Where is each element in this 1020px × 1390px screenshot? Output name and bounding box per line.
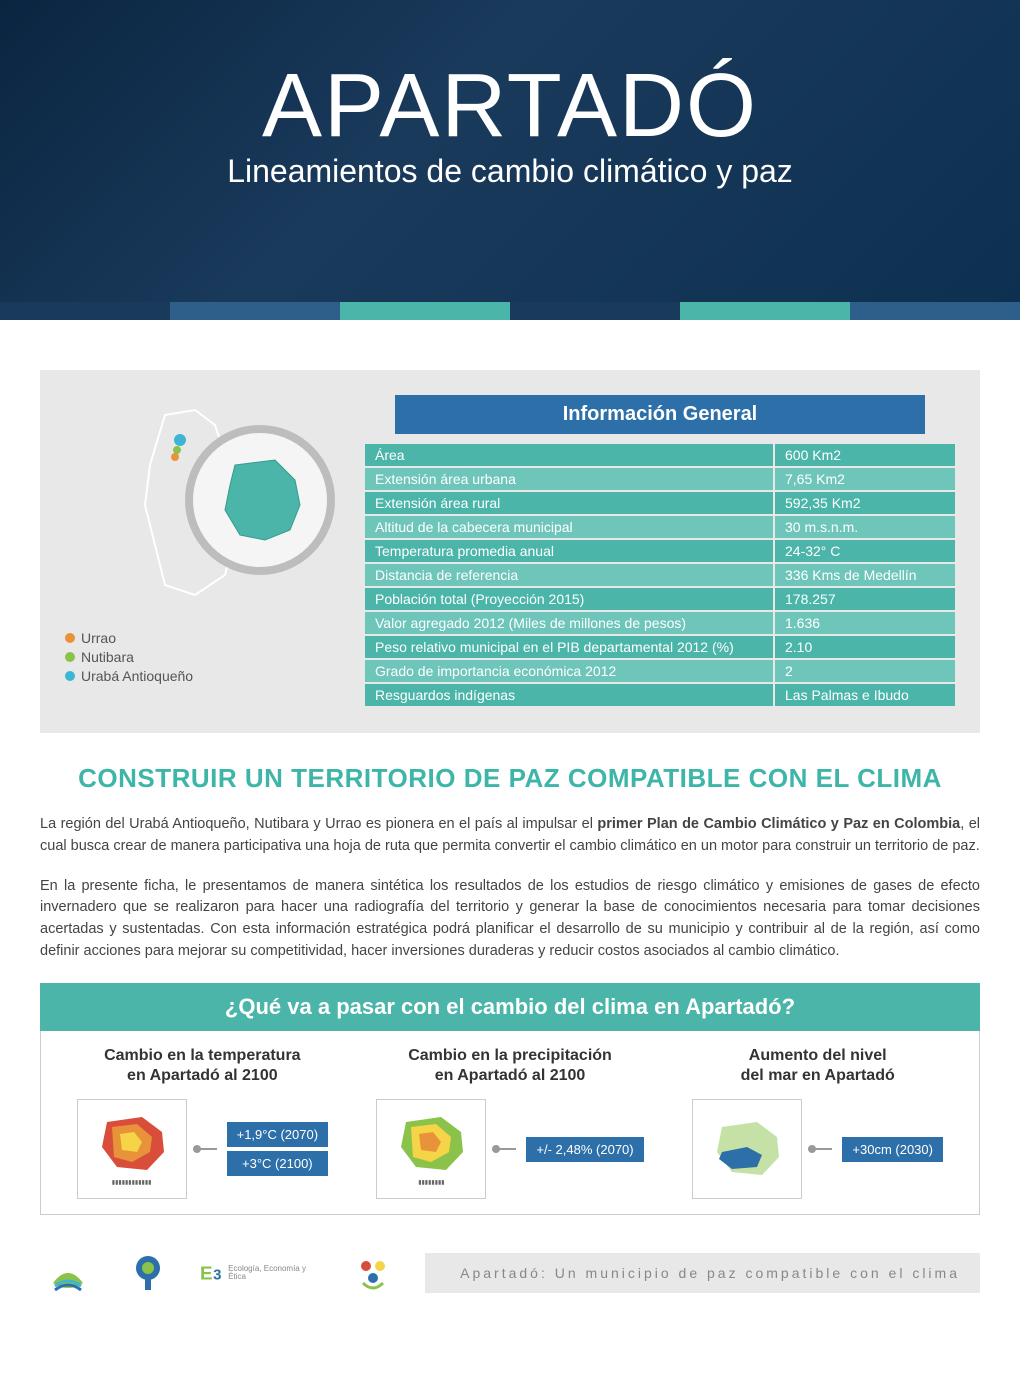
connector-icon [496, 1148, 516, 1150]
legend-item: Urrao [65, 630, 345, 646]
card-title: Cambio en la precipitaciónen Apartadó al… [364, 1046, 657, 1088]
table-label: Distancia de referencia [365, 564, 773, 586]
table-label: Resguardos indígenas [365, 684, 773, 706]
table-label: Población total (Proyección 2015) [365, 588, 773, 610]
info-table-title: Información General [395, 395, 925, 434]
legend-label: Urrao [81, 630, 116, 646]
precipitation-map-icon: ▮▮▮▮▮▮▮▮ [376, 1099, 486, 1199]
svg-text:E: E [200, 1262, 213, 1283]
logo-corpouraba-icon [120, 1245, 175, 1300]
table-label: Extensión área urbana [365, 468, 773, 490]
table-value: Las Palmas e Ibudo [775, 684, 955, 706]
table-value: 178.257 [775, 588, 955, 610]
info-table: Información General Área600 Km2Extensión… [365, 395, 955, 708]
legend-label: Urabá Antioqueño [81, 668, 193, 684]
table-label: Peso relativo municipal en el PIB depart… [365, 636, 773, 658]
question-bar: ¿Qué va a pasar con el cambio del clima … [40, 983, 980, 1031]
table-label: Valor agregado 2012 (Miles de millones d… [365, 612, 773, 634]
main-heading: CONSTRUIR UN TERRITORIO DE PAZ COMPATIBL… [40, 763, 980, 794]
sealevel-map-icon [692, 1099, 802, 1199]
body-paragraph: La región del Urabá Antioqueño, Nutibara… [40, 814, 980, 858]
logo-e3-icon: E3 Ecología, Economía y Ética [200, 1245, 320, 1300]
color-band [0, 302, 1020, 320]
table-row: Población total (Proyección 2015)178.257 [365, 588, 955, 610]
logo-uraba-icon [40, 1245, 95, 1300]
footer: E3 Ecología, Economía y Ética Apartadó: … [40, 1245, 980, 1300]
connector-icon [197, 1148, 217, 1150]
table-value: 1.636 [775, 612, 955, 634]
table-value: 2.10 [775, 636, 955, 658]
legend-label: Nutibara [81, 649, 134, 665]
temperature-card: Cambio en la temperaturaen Apartadó al 2… [56, 1046, 349, 1200]
table-value: 600 Km2 [775, 444, 955, 466]
region-map-icon [185, 425, 335, 575]
map-area: Urrao Nutibara Urabá Antioqueño [65, 395, 345, 708]
table-row: Peso relativo municipal en el PIB depart… [365, 636, 955, 658]
table-row: Área600 Km2 [365, 444, 955, 466]
table-value: 24-32° C [775, 540, 955, 562]
stat-badge: +1,9°C (2070) [227, 1122, 328, 1147]
table-label: Área [365, 444, 773, 466]
connector-icon [812, 1148, 832, 1150]
table-label: Temperatura promedia anual [365, 540, 773, 562]
precipitation-card: Cambio en la precipitaciónen Apartadó al… [364, 1046, 657, 1200]
table-row: Temperatura promedia anual24-32° C [365, 540, 955, 562]
sealevel-card: Aumento del niveldel mar en Apartadó +30… [671, 1046, 964, 1200]
table-value: 7,65 Km2 [775, 468, 955, 490]
table-label: Grado de importancia económica 2012 [365, 660, 773, 682]
svg-text:3: 3 [213, 1266, 221, 1283]
table-row: Resguardos indígenasLas Palmas e Ibudo [365, 684, 955, 706]
table-row: Altitud de la cabecera municipal30 m.s.n… [365, 516, 955, 538]
table-row: Grado de importancia económica 20122 [365, 660, 955, 682]
card-title: Cambio en la temperaturaen Apartadó al 2… [56, 1046, 349, 1088]
table-row: Distancia de referencia336 Kms de Medell… [365, 564, 955, 586]
legend-item: Urabá Antioqueño [65, 668, 345, 684]
table-value: 336 Kms de Medellín [775, 564, 955, 586]
table-value: 2 [775, 660, 955, 682]
table-row: Extensión área rural592,35 Km2 [365, 492, 955, 514]
table-value: 30 m.s.n.m. [775, 516, 955, 538]
info-section: Urrao Nutibara Urabá Antioqueño Informac… [40, 370, 980, 733]
table-row: Extensión área urbana7,65 Km2 [365, 468, 955, 490]
table-value: 592,35 Km2 [775, 492, 955, 514]
footer-text: Apartadó: Un municipio de paz compatible… [425, 1253, 980, 1293]
climate-cards: Cambio en la temperaturaen Apartadó al 2… [40, 1031, 980, 1216]
stat-badge: +30cm (2030) [842, 1137, 943, 1162]
table-label: Extensión área rural [365, 492, 773, 514]
stat-badge: +3°C (2100) [227, 1151, 328, 1176]
stat-badge: +/- 2,48% (2070) [526, 1137, 643, 1162]
legend-item: Nutibara [65, 649, 345, 665]
page-subtitle: Lineamientos de cambio climático y paz [0, 153, 1020, 190]
logo-cordupaz-icon [345, 1245, 400, 1300]
page-title: APARTADÓ [0, 55, 1020, 158]
temperature-map-icon: ▮▮▮▮▮▮▮▮▮▮▮▮ [77, 1099, 187, 1199]
table-row: Valor agregado 2012 (Miles de millones d… [365, 612, 955, 634]
card-title: Aumento del niveldel mar en Apartadó [671, 1046, 964, 1088]
body-paragraph: En la presente ficha, le presentamos de … [40, 876, 980, 963]
header: APARTADÓ Lineamientos de cambio climátic… [0, 0, 1020, 320]
table-label: Altitud de la cabecera municipal [365, 516, 773, 538]
map-legend: Urrao Nutibara Urabá Antioqueño [65, 630, 345, 684]
